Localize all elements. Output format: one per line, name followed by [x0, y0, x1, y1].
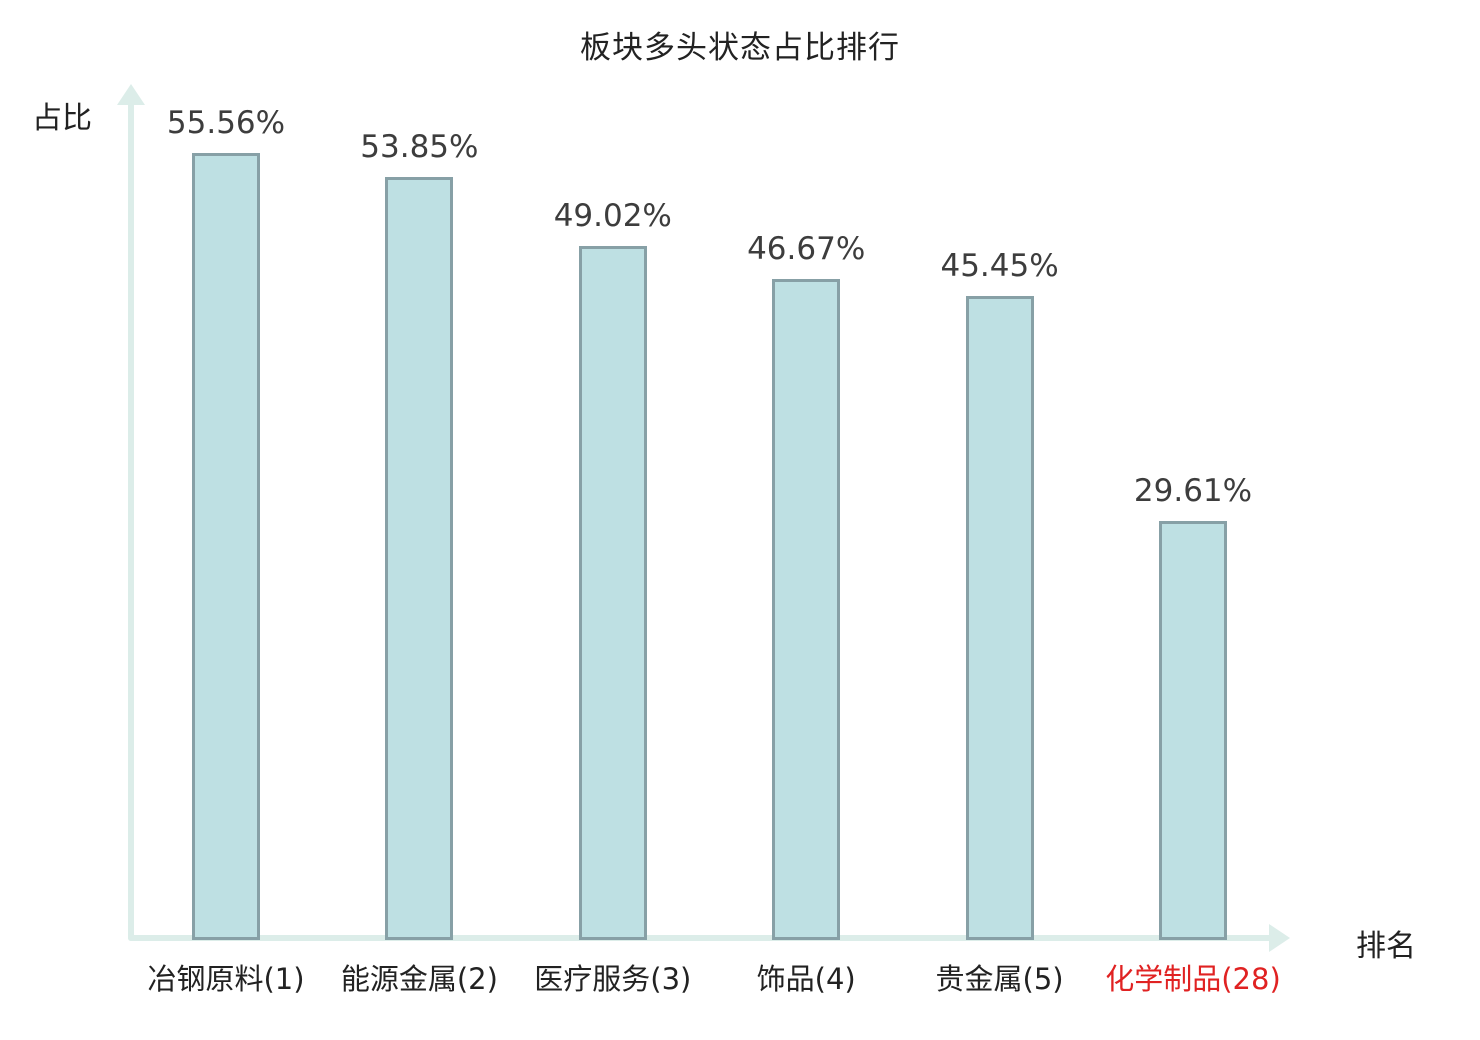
bar-4: [772, 279, 841, 940]
bar-category-label: 化学制品(28): [1105, 962, 1281, 996]
x-axis-label: 排名: [1356, 929, 1416, 964]
bar-category-label: 能源金属(2): [340, 962, 498, 996]
y-axis-label: 占比: [32, 101, 92, 136]
bar-category-label: 贵金属(5): [935, 962, 1064, 996]
bar-category-label: 医疗服务(3): [534, 962, 692, 996]
y-axis-arrow-icon: [117, 84, 145, 105]
bar-value-label: 53.85%: [360, 129, 479, 166]
bar-6: [1159, 520, 1227, 940]
chart-title: 板块多头状态占比排行: [580, 30, 900, 66]
bar-5: [965, 296, 1034, 940]
bar-3: [578, 245, 647, 940]
bar-2: [385, 177, 454, 940]
bar-value-label: 55.56%: [166, 105, 286, 142]
bar-1: [192, 153, 260, 940]
bar-category-label: 饰品(4): [756, 962, 856, 996]
y-axis-line: [128, 98, 134, 941]
bar-category-label: 冶钢原料(1): [147, 962, 305, 996]
x-axis-arrow-icon: [1269, 924, 1290, 952]
x-axis-line: [128, 935, 1272, 941]
bar-value-label: 49.02%: [553, 197, 672, 234]
bar-value-label: 46.67%: [747, 231, 866, 268]
bar-value-label: 45.45%: [940, 248, 1059, 285]
bar-value-label: 29.61%: [1133, 472, 1253, 509]
